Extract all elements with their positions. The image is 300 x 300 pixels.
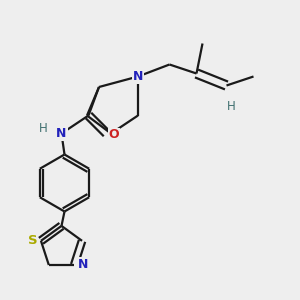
Text: N: N xyxy=(56,127,67,140)
Text: N: N xyxy=(133,70,143,83)
Text: O: O xyxy=(109,128,119,142)
Text: H: H xyxy=(226,100,236,113)
Text: N: N xyxy=(77,258,88,271)
Text: S: S xyxy=(28,234,38,247)
Text: H: H xyxy=(39,122,48,135)
